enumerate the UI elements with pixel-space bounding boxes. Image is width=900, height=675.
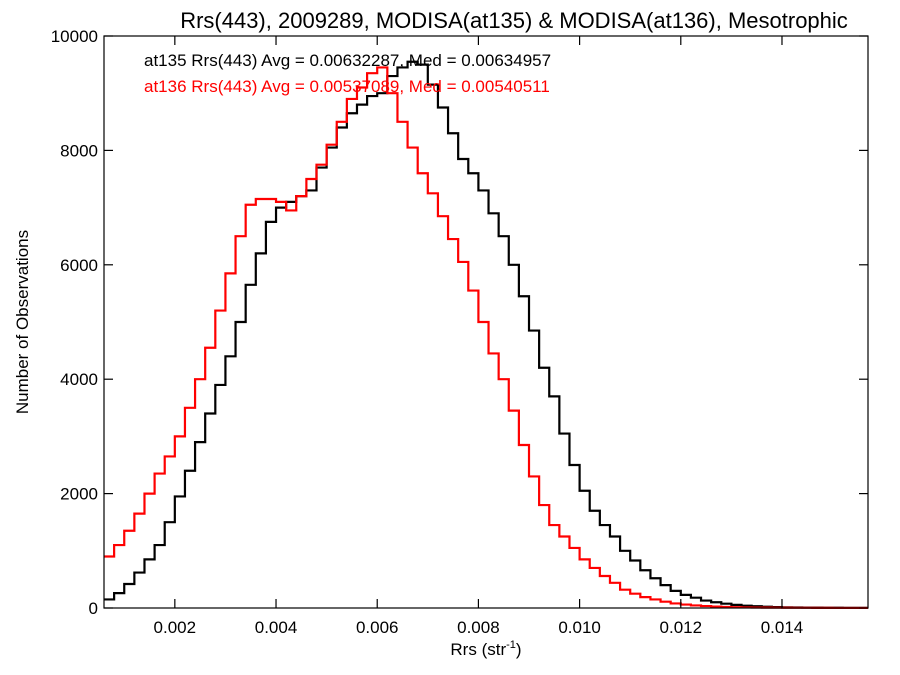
x-tick-label: 0.014 xyxy=(761,618,804,637)
series-line-at135 xyxy=(104,60,868,609)
y-tick-label: 2000 xyxy=(60,485,98,504)
y-axis: 0 2000 4000 6000 8000 10000 xyxy=(51,27,868,618)
x-axis-title-superscript: -1 xyxy=(506,639,516,651)
y-tick-label: 4000 xyxy=(60,370,98,389)
x-tick-label: 0.002 xyxy=(154,618,197,637)
y-tick-label: 0 xyxy=(89,599,98,618)
x-tick-label: 0.006 xyxy=(356,618,399,637)
series-lines xyxy=(104,60,868,610)
x-axis-title: Rrs (str-1) xyxy=(450,639,521,659)
y-tick-label: 10000 xyxy=(51,27,98,46)
x-tick-label: 0.012 xyxy=(660,618,703,637)
y-axis-title: Number of Observations xyxy=(13,230,32,414)
x-axis-title-close: ) xyxy=(516,640,522,659)
x-axis-title-main: Rrs (str xyxy=(450,640,506,659)
x-tick-label: 0.008 xyxy=(457,618,500,637)
y-tick-label: 8000 xyxy=(60,141,98,160)
x-tick-label: 0.010 xyxy=(558,618,601,637)
x-axis: 0.002 0.004 0.006 0.008 0.010 0.012 0.014 xyxy=(154,36,804,637)
annotation-at135: at135 Rrs(443) Avg = 0.00632287, Med = 0… xyxy=(144,51,551,70)
plot-frame xyxy=(103,35,869,609)
y-tick-label: 6000 xyxy=(60,256,98,275)
x-tick-label: 0.004 xyxy=(255,618,298,637)
annotation-at136: at136 Rrs(443) Avg = 0.00537089, Med = 0… xyxy=(144,77,550,96)
chart-title: Rrs(443), 2009289, MODISA(at135) & MODIS… xyxy=(180,8,848,33)
series-line-at136 xyxy=(104,66,868,610)
